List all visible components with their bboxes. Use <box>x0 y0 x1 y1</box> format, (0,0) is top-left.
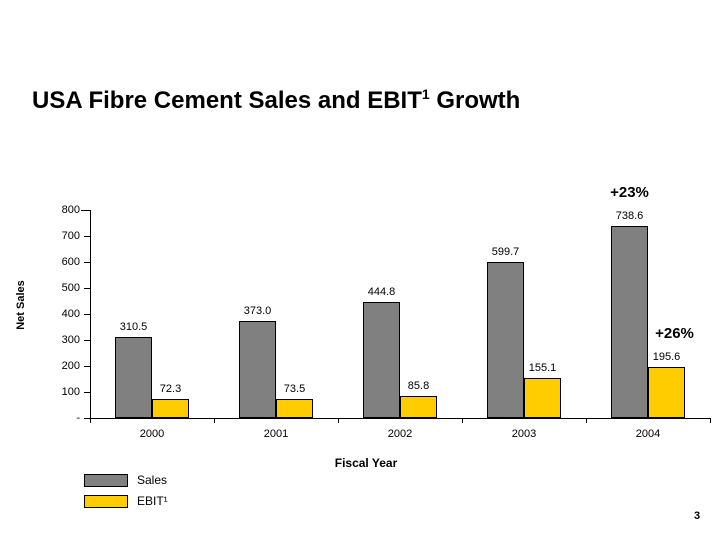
bar-value-label: 85.8 <box>407 380 430 392</box>
y-axis-tick-label: 400 <box>61 308 80 320</box>
y-axis-tick <box>84 418 90 419</box>
slide-title-superscript: 1 <box>421 86 430 102</box>
bar-value-label: 310.5 <box>119 321 148 333</box>
slide-title-main: USA Fibre Cement Sales and EBIT <box>32 87 422 114</box>
sales-bar-2003 <box>487 262 524 418</box>
y-axis-tick-label: - <box>76 412 80 424</box>
x-axis-title: Fiscal Year <box>334 456 398 470</box>
legend-swatch-ebit <box>84 495 128 508</box>
ebit-bar-2003 <box>524 378 561 418</box>
bar-value-label: 738.6 <box>615 210 644 222</box>
y-axis-tick-label: 100 <box>61 386 80 398</box>
y-axis-tick-label: 300 <box>61 334 80 346</box>
y-axis-tick-label: 700 <box>61 230 80 242</box>
ebit-bar-2001 <box>276 399 313 418</box>
ebit-bar-2002 <box>400 396 437 418</box>
y-axis-tick <box>84 262 90 263</box>
slide-title: USA Fibre Cement Sales and EBIT1 Growth <box>32 86 520 115</box>
y-axis-tick <box>84 314 90 315</box>
slide-title-end: Growth <box>436 87 521 114</box>
bar-value-label: 73.5 <box>283 383 306 395</box>
legend-label-ebit: EBIT¹ <box>137 494 168 508</box>
x-axis-tick-label: 2001 <box>263 428 289 440</box>
bar-value-label: 599.7 <box>491 246 520 258</box>
y-axis-tick-label: 800 <box>61 204 80 216</box>
x-axis-tick-label: 2000 <box>139 428 165 440</box>
y-axis-tick <box>84 236 90 237</box>
sales-bar-2002 <box>363 302 400 418</box>
bar-value-label: 373.0 <box>243 305 272 317</box>
y-axis-tick <box>84 340 90 341</box>
x-axis-line <box>90 418 711 419</box>
bar-value-label: 195.6 <box>652 351 681 363</box>
page-number: 3 <box>694 510 701 522</box>
bar-value-label: 444.8 <box>367 286 396 298</box>
y-axis-tick <box>81 210 90 211</box>
x-axis-tick-label: 2004 <box>635 428 661 440</box>
y-axis-tick-label: 500 <box>61 282 80 294</box>
legend-label-sales: Sales <box>137 473 168 487</box>
sales-bar-2004 <box>611 226 648 418</box>
y-axis-tick-label: 200 <box>61 360 80 372</box>
growth-annotation: +26% <box>655 325 694 342</box>
x-axis-tick <box>710 419 711 423</box>
y-axis-tick <box>84 288 90 289</box>
x-axis-tick-label: 2003 <box>511 428 537 440</box>
x-axis-tick <box>462 419 463 423</box>
legend-swatch-sales <box>84 474 128 487</box>
y-axis-tick <box>84 392 90 393</box>
x-axis-tick <box>214 419 215 423</box>
x-axis-tick <box>338 419 339 423</box>
ebit-bar-2000 <box>152 399 189 418</box>
x-axis-tick-label: 2002 <box>387 428 413 440</box>
x-axis-tick <box>90 419 91 423</box>
y-axis-line <box>90 210 91 419</box>
bar-value-label: 72.3 <box>159 383 182 395</box>
y-axis-tick-label: 600 <box>61 256 80 268</box>
sales-bar-2000 <box>115 337 152 418</box>
y-axis-title: Net Sales <box>15 280 27 330</box>
sales-bar-2001 <box>239 321 276 418</box>
x-axis-tick <box>586 419 587 423</box>
growth-annotation: +23% <box>610 184 649 201</box>
bar-value-label: 155.1 <box>528 362 557 374</box>
ebit-bar-2004 <box>648 367 685 418</box>
y-axis-tick <box>84 366 90 367</box>
